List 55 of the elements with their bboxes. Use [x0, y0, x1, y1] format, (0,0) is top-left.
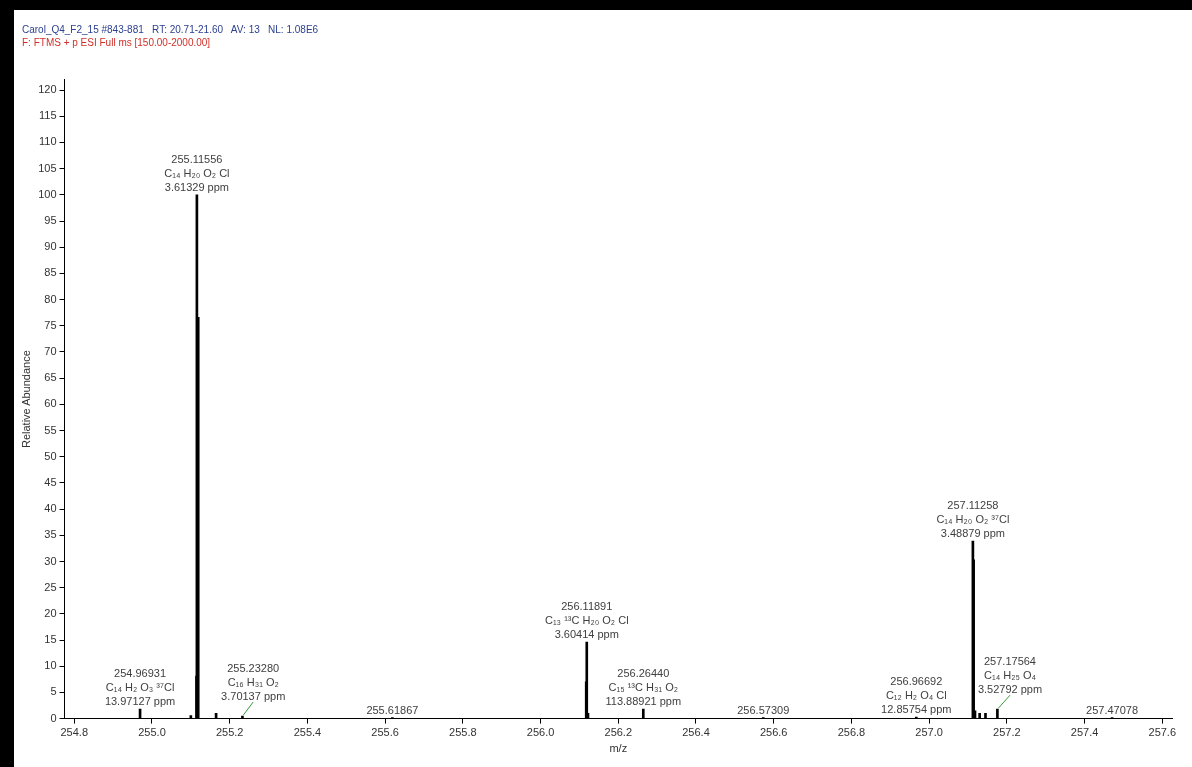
y-tick-label: 15: [44, 633, 57, 646]
x-tick-label: 255.8: [449, 726, 477, 739]
annotation: 256.96692 C₁₂ H₂ O₄ Cl 12.85754 ppm: [881, 675, 952, 716]
y-tick-label: 25: [44, 580, 57, 593]
x-tick-label: 256.4: [682, 726, 710, 739]
y-tick-label: 30: [44, 554, 57, 567]
chart-subtitle: F: FTMS + p ESI Full ms [150.00-2000.00]: [22, 37, 211, 48]
y-axis-title: Relative Abundance: [19, 350, 32, 449]
x-tick-label: 256.2: [604, 726, 633, 739]
x-tick-label: 256.0: [526, 726, 555, 739]
annotation: 255.23280 C₁₆ H₃₁ O₂ 3.70137 ppm: [221, 661, 286, 702]
annotation: 257.11258 C₁₄ H₂₀ O₂ ³⁷Cl 3.48879 ppm: [936, 499, 1010, 540]
y-tick-label: 100: [38, 187, 57, 200]
y-tick-label: 120: [38, 83, 57, 96]
y-tick-label: 60: [44, 397, 57, 410]
x-tick-label: 255.6: [371, 726, 399, 739]
annotation: 255.61867: [366, 703, 419, 716]
y-tick-label: 45: [44, 475, 57, 488]
annotation: 257.47078: [1086, 703, 1139, 716]
x-axis-title: m/z: [609, 742, 628, 755]
y-tick-label: 70: [44, 344, 57, 357]
y-tick-label: 5: [50, 685, 57, 698]
x-tick-label: 256.8: [837, 726, 866, 739]
x-tick-label: 257.6: [1148, 726, 1177, 739]
annotation: 256.11891 C₁₃ ¹³C H₂₀ O₂ Cl 3.60414 ppm: [544, 600, 629, 641]
x-tick-label: 255.4: [293, 726, 322, 739]
annotation: 255.11556 C₁₄ H₂₀ O₂ Cl 3.61329 ppm: [164, 152, 230, 193]
y-tick-label: 10: [44, 659, 57, 672]
x-tick-label: 255.2: [215, 726, 244, 739]
y-tick-label: 0: [50, 711, 57, 724]
y-tick-label: 110: [39, 135, 57, 148]
y-tick-label: 105: [38, 161, 57, 174]
y-tick-label: 95: [44, 214, 57, 227]
annotation: 256.57309: [737, 703, 790, 716]
x-tick-label: 255.0: [138, 726, 166, 739]
y-tick-label: 55: [44, 423, 57, 436]
x-tick-label: 257.2: [993, 726, 1021, 739]
x-tick-label: 254.8: [60, 726, 89, 739]
y-tick-label: 50: [44, 449, 57, 462]
y-tick-label: 85: [44, 266, 57, 279]
x-tick-label: 257.0: [915, 726, 943, 739]
y-tick-label: 90: [44, 240, 57, 253]
annotation: 257.17564 C₁₄ H₂₅ O₄ 3.52792 ppm: [977, 655, 1043, 696]
y-tick-label: 35: [44, 528, 57, 541]
y-tick-label: 40: [44, 502, 57, 515]
x-tick-label: 257.4: [1070, 726, 1099, 739]
chart-title: Carol_Q4_F2_15 #843-881 RT: 20.71-21.60 AV: 13 NL: 1.08E6: [22, 24, 319, 35]
y-tick-label: 80: [44, 292, 57, 305]
annotation: 256.26440 C₁₅ ¹³C H₃₁ O₂ 113.88921 ppm: [605, 667, 682, 708]
annotation: 254.96931 C₁₄ H₂ O₃ ³⁷Cl 13.97127 ppm: [104, 667, 176, 708]
y-tick-label: 20: [44, 606, 57, 619]
y-tick-label: 65: [44, 371, 57, 384]
x-tick-label: 256.6: [759, 726, 788, 739]
y-tick-label: 75: [44, 318, 57, 331]
y-tick-label: 115: [39, 109, 57, 122]
